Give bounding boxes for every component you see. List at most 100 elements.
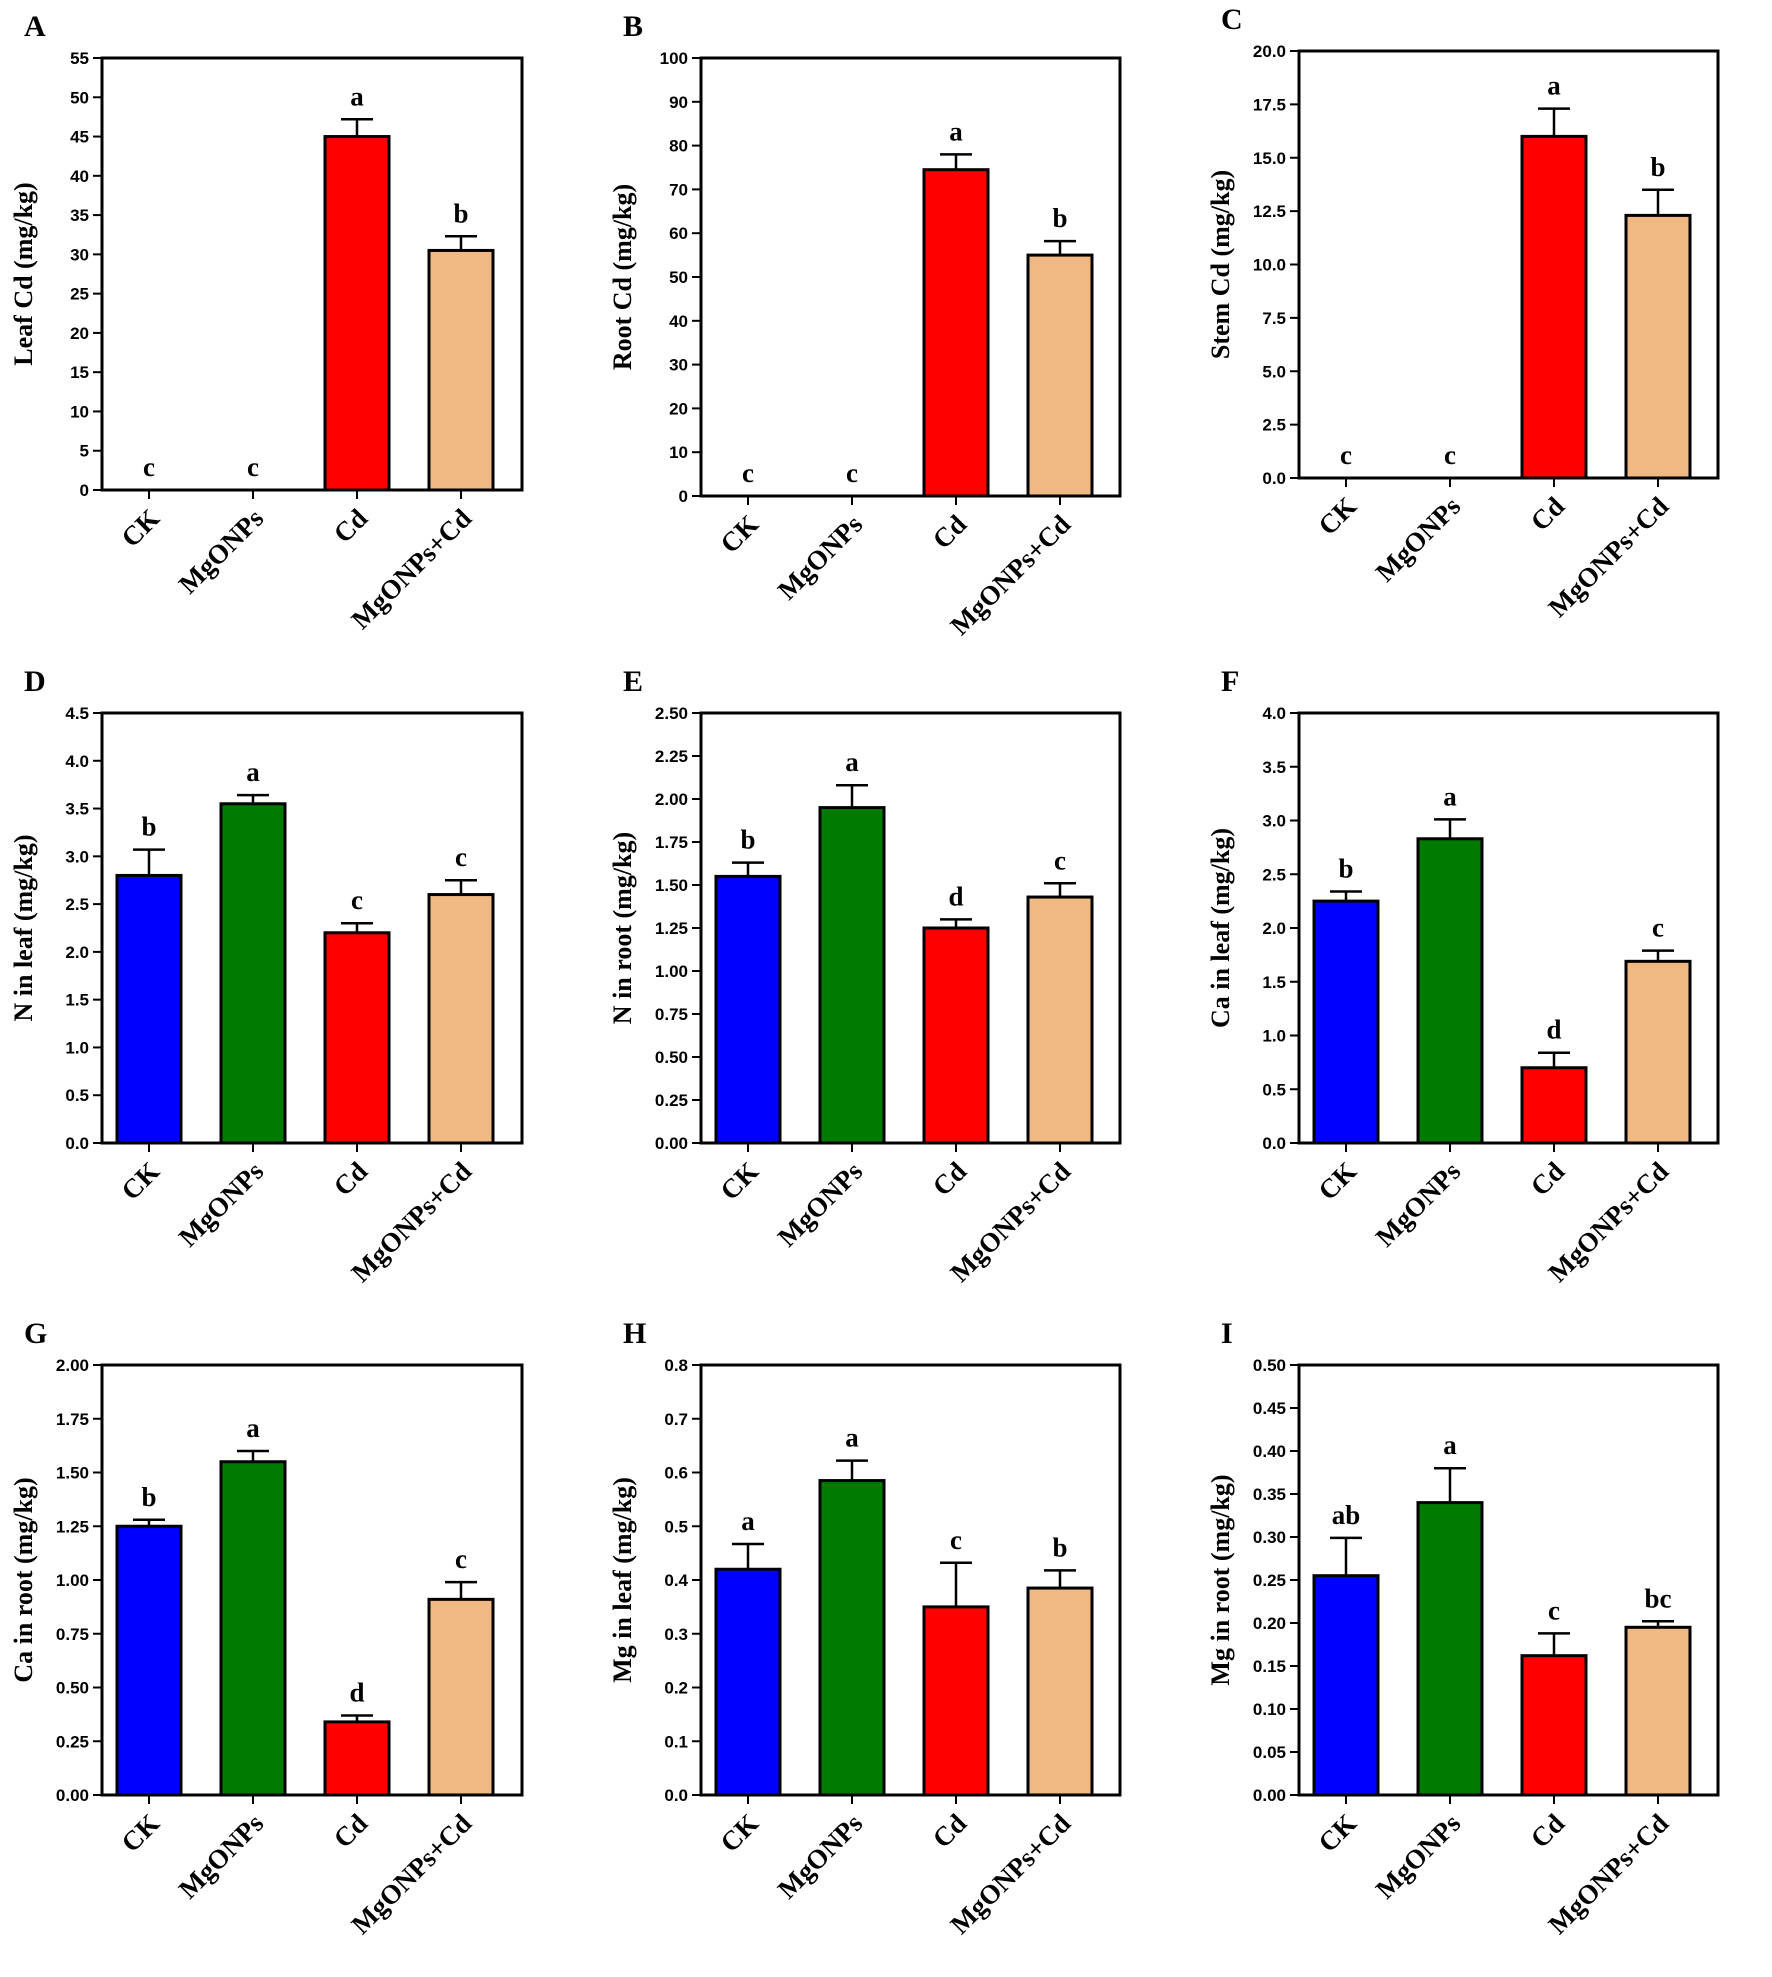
bar-cd	[323, 1720, 391, 1797]
y-tick-label: 0.50	[655, 1048, 688, 1067]
bar-ck	[1312, 899, 1380, 1145]
bar-cd	[1520, 1654, 1588, 1797]
significance-letter: a	[741, 1506, 755, 1536]
significance-letter: c	[143, 452, 155, 482]
y-tick-label: 40	[70, 167, 89, 186]
y-tick-label: 0.30	[1253, 1528, 1286, 1547]
significance-letter: bc	[1645, 1583, 1672, 1613]
y-tick-label: 15	[70, 363, 89, 382]
y-axis-label: Ca in leaf (mg/kg)	[1206, 828, 1235, 1028]
x-tick-label: MgONPs	[772, 1808, 869, 1905]
significance-letter: b	[740, 825, 755, 855]
bar-mgonps-cd	[1624, 959, 1692, 1145]
significance-letter: c	[1444, 440, 1456, 470]
y-tick-label: 5.0	[1262, 362, 1286, 381]
significance-letter: d	[948, 881, 963, 911]
y-tick-label: 0.0	[1262, 469, 1286, 488]
x-tick-label: Cd	[328, 1156, 374, 1202]
x-tick-label: Cd	[1525, 491, 1571, 537]
y-tick-label: 0.15	[1253, 1657, 1286, 1676]
y-tick-label: 0.5	[664, 1517, 688, 1536]
bar-cd	[1520, 134, 1588, 480]
y-tick-label: 0.05	[1253, 1743, 1286, 1762]
panel-letter: C	[1221, 3, 1243, 36]
panel-G: G 0.00 0.25 0.50 0.75 1.00 1.25 1.50 1.75 2.00 Ca …	[9, 1317, 524, 1940]
significance-letter: c	[950, 1525, 962, 1555]
y-tick-label: 4.5	[65, 704, 89, 723]
bar-mgonps-cd	[1026, 1586, 1094, 1797]
y-tick-label: 30	[70, 245, 89, 264]
bar-mgonps-cd	[1026, 253, 1094, 498]
y-tick-label: 0.10	[1253, 1700, 1286, 1719]
bar-mgonps	[818, 806, 886, 1145]
x-tick-label: CK	[714, 1156, 764, 1206]
significance-letter: a	[949, 116, 963, 146]
y-tick-label: 3.5	[1262, 758, 1286, 777]
significance-letter: b	[1052, 1532, 1067, 1562]
bar-ck	[714, 1567, 782, 1797]
significance-letter: a	[1443, 1430, 1457, 1460]
panel-letter: G	[24, 1317, 47, 1350]
y-tick-label: 20	[669, 399, 688, 418]
x-tick-label: MgONPs	[173, 1156, 270, 1253]
bar-cd	[323, 135, 391, 492]
panel-I: I 0.00 0.05 0.10 0.15 0.20 0.25 0.30 0.35 0.40 0.4…	[1206, 1317, 1720, 1940]
bar-mgonps-cd	[427, 893, 495, 1145]
bar-mgonps	[219, 1460, 287, 1797]
y-tick-label: 70	[669, 180, 688, 199]
y-tick-label: 0.8	[664, 1356, 688, 1375]
x-tick-label: Cd	[328, 503, 374, 549]
y-tick-label: 10	[669, 443, 688, 462]
x-tick-label: MgONPs	[772, 509, 869, 606]
y-tick-label: 3.5	[65, 800, 89, 819]
y-tick-label: 45	[70, 128, 89, 147]
x-tick-label: MgONPs	[173, 503, 270, 600]
y-tick-label: 1.75	[56, 1410, 89, 1429]
y-tick-label: 0	[80, 481, 89, 500]
y-tick-label: 2.00	[655, 790, 688, 809]
x-tick-label: MgONPs	[1370, 491, 1467, 588]
y-tick-label: 0.75	[56, 1625, 89, 1644]
y-axis-label: N in root (mg/kg)	[608, 832, 637, 1024]
significance-letter: a	[1547, 71, 1561, 101]
y-axis-label: Mg in root (mg/kg)	[1206, 1474, 1235, 1685]
y-tick-label: 4.0	[65, 752, 89, 771]
panel-E: E 0.00 0.25 0.50 0.75 1.00 1.25 1.50 1.75 2.00 2.2…	[608, 665, 1122, 1288]
panel-F: F 0.0 0.5 1.0 1.5 2.0 2.5 3.0 3.5 4.0 Ca in leaf (…	[1206, 665, 1720, 1288]
x-tick-label: MgONPs	[772, 1156, 869, 1253]
bar-mgonps-cd	[1624, 1625, 1692, 1797]
significance-letter: d	[349, 1677, 364, 1707]
panel-letter: E	[623, 665, 643, 698]
y-tick-label: 60	[669, 224, 688, 243]
significance-letter: a	[1443, 781, 1457, 811]
x-tick-label: Cd	[1525, 1156, 1571, 1202]
y-tick-label: 0.00	[56, 1786, 89, 1805]
x-tick-label: Cd	[1525, 1808, 1571, 1854]
x-tick-label: MgONPs	[1370, 1808, 1467, 1905]
bar-mgonps-cd	[1026, 895, 1094, 1145]
x-tick-label: CK	[115, 1156, 165, 1206]
significance-letter: c	[1548, 1595, 1560, 1625]
y-tick-label: 3.0	[1262, 812, 1286, 831]
y-tick-label: 0.00	[1253, 1786, 1286, 1805]
y-axis-label: Ca in root (mg/kg)	[9, 1477, 38, 1682]
x-tick-label: MgONPs	[1370, 1156, 1467, 1253]
significance-letter: b	[141, 812, 156, 842]
y-tick-label: 2.25	[655, 747, 688, 766]
y-tick-label: 10.0	[1253, 256, 1286, 275]
y-tick-label: 0.00	[655, 1134, 688, 1153]
panel-letter: B	[623, 10, 643, 43]
panel-D: D 0.0 0.5 1.0 1.5 2.0 2.5 3.0 3.5 4.0 4.5 N in leaf…	[9, 665, 524, 1288]
y-axis-label: Root Cd (mg/kg)	[608, 184, 637, 370]
y-tick-label: 5	[80, 442, 89, 461]
x-tick-label: CK	[115, 503, 165, 553]
bar-ck	[1312, 1574, 1380, 1797]
y-tick-label: 4.0	[1262, 704, 1286, 723]
bar-mgonps-cd	[427, 1597, 495, 1797]
y-tick-label: 0.5	[65, 1086, 89, 1105]
bar-ck	[115, 873, 183, 1145]
significance-letter: b	[1052, 203, 1067, 233]
y-tick-label: 35	[70, 206, 89, 225]
y-axis-label: Leaf Cd (mg/kg)	[9, 182, 38, 365]
